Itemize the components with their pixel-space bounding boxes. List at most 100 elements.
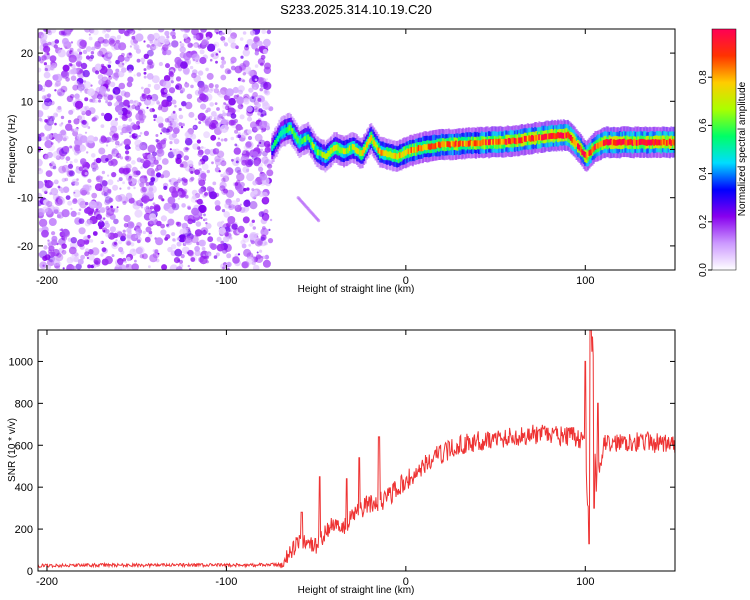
noise-blob: [216, 115, 223, 121]
ridge-core: [577, 143, 579, 150]
noise-blob: [152, 32, 160, 41]
ridge-core: [610, 138, 612, 145]
noise-blob: [155, 237, 164, 246]
noise-blob: [55, 155, 61, 161]
noise-blob: [126, 143, 129, 147]
noise-blob: [167, 196, 176, 205]
noise-blob: [190, 257, 196, 262]
ridge-core: [331, 147, 334, 153]
ridge-core: [291, 128, 294, 134]
noise-blob: [223, 211, 230, 218]
noise-blob: [262, 196, 270, 203]
ridge-core: [321, 151, 324, 158]
ridge-core: [467, 140, 470, 147]
noise-blob: [131, 35, 136, 40]
noise-blob: [108, 38, 115, 45]
noise-blob: [103, 93, 111, 101]
noise-blob: [147, 97, 156, 106]
noise-blob: [42, 264, 45, 267]
noise-blob: [95, 70, 100, 75]
noise-blob: [226, 253, 232, 259]
noise-blob: [141, 93, 147, 100]
noise-blob: [190, 133, 197, 140]
noise-blob: [41, 33, 48, 40]
noise-blob: [234, 204, 242, 212]
ridge-core: [536, 134, 539, 141]
noise-blob: [81, 189, 87, 196]
noise-blob: [131, 160, 136, 165]
snr-background: [38, 330, 675, 571]
noise-blob: [68, 246, 77, 255]
ridge-core: [513, 138, 516, 144]
noise-blob: [183, 52, 191, 61]
noise-blob: [101, 191, 106, 196]
noise-blob: [165, 49, 172, 56]
ridge-core: [594, 144, 597, 150]
noise-blob: [225, 167, 234, 176]
noise-blob: [264, 241, 268, 246]
noise-blob: [43, 45, 51, 53]
ridge-core: [325, 153, 328, 159]
noise-blob: [175, 266, 183, 270]
noise-blob: [209, 191, 218, 200]
ridge-core: [541, 134, 544, 141]
noise-blob: [113, 42, 122, 50]
noise-blob: [129, 222, 134, 227]
noise-blob: [38, 117, 42, 122]
noise-blob: [216, 141, 222, 147]
noise-blob: [113, 208, 119, 213]
noise-blob: [130, 242, 135, 247]
ridge-core: [371, 138, 374, 144]
ridge-core: [612, 139, 615, 146]
noise-blob: [223, 102, 227, 105]
noise-blob: [220, 138, 224, 142]
noise-blob: [143, 130, 149, 136]
noise-blob: [156, 142, 163, 150]
ridge-core: [350, 145, 353, 152]
noise-blob: [210, 87, 214, 92]
noise-blob: [240, 239, 246, 245]
noise-blob: [234, 65, 243, 74]
noise-blob: [247, 116, 252, 122]
noise-blob: [186, 93, 193, 100]
noise-blob: [253, 124, 260, 132]
noise-blob: [49, 115, 55, 122]
noise-blob: [97, 36, 105, 44]
noise-blob: [134, 139, 142, 148]
noise-blob: [248, 243, 252, 247]
colorbar-tick-label: 0.0: [698, 263, 709, 277]
noise-blob: [156, 116, 164, 124]
noise-blob: [243, 98, 250, 105]
noise-blob: [167, 246, 173, 253]
ridge-core: [598, 141, 601, 148]
noise-blob: [116, 35, 122, 40]
noise-blob: [120, 250, 125, 255]
ridge-core: [589, 149, 592, 156]
ridge-core: [551, 133, 554, 139]
noise-blob: [106, 88, 110, 92]
noise-blob: [246, 187, 250, 191]
noise-blob: [156, 172, 162, 178]
spectrogram-heatmap: [38, 29, 675, 270]
noise-blob: [108, 75, 113, 80]
noise-blob: [91, 153, 96, 158]
noise-blob: [226, 189, 235, 198]
noise-blob: [153, 114, 158, 119]
noise-blob: [104, 220, 109, 225]
noise-blob: [88, 57, 93, 62]
ridge-core: [647, 139, 650, 146]
noise-blob: [147, 33, 155, 42]
noise-blob: [251, 261, 256, 266]
noise-blob: [103, 29, 107, 33]
noise-blob: [262, 255, 266, 259]
noise-blob: [265, 156, 268, 159]
noise-blob: [228, 203, 235, 211]
ridge-core: [413, 147, 416, 153]
noise-blob: [44, 119, 48, 123]
noise-blob: [77, 258, 84, 265]
noise-blob: [61, 30, 65, 35]
noise-blob: [38, 180, 44, 189]
spectrogram-xtick-label: 0: [403, 275, 409, 287]
noise-blob: [152, 202, 156, 206]
noise-blob: [175, 157, 182, 165]
